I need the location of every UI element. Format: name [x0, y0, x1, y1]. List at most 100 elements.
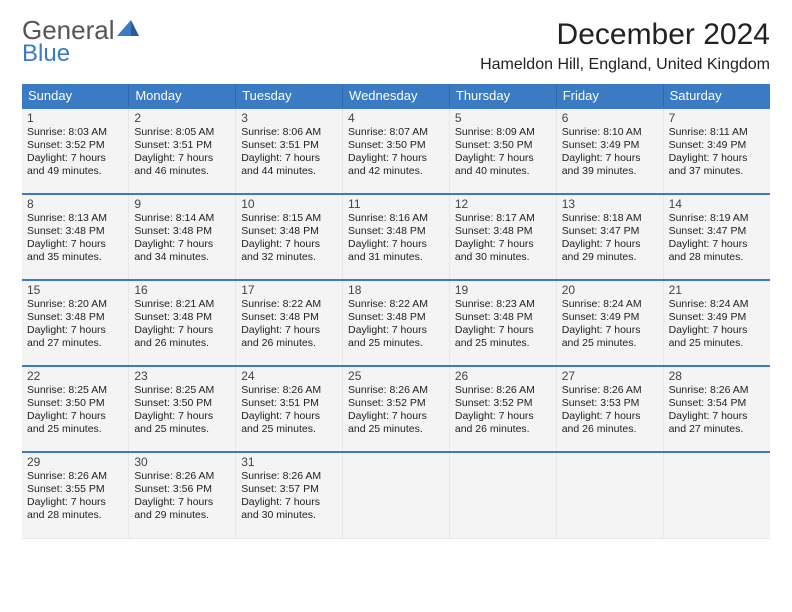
sunset-line: Sunset: 3:52 PM: [27, 139, 123, 152]
daylight-line: Daylight: 7 hours: [241, 410, 337, 423]
daylight-line: Daylight: 7 hours: [241, 152, 337, 165]
day-number: 24: [241, 369, 337, 383]
calendar-cell: 24Sunrise: 8:26 AMSunset: 3:51 PMDayligh…: [236, 366, 343, 452]
calendar-cell: 14Sunrise: 8:19 AMSunset: 3:47 PMDayligh…: [663, 194, 770, 280]
day-header: Wednesday: [343, 84, 450, 108]
day-number: 4: [348, 111, 444, 125]
sunrise-line: Sunrise: 8:17 AM: [455, 212, 551, 225]
sunset-line: Sunset: 3:48 PM: [134, 311, 230, 324]
day-number: 18: [348, 283, 444, 297]
sunset-line: Sunset: 3:48 PM: [455, 311, 551, 324]
calendar-cell: 1Sunrise: 8:03 AMSunset: 3:52 PMDaylight…: [22, 108, 129, 194]
calendar-cell: 29Sunrise: 8:26 AMSunset: 3:55 PMDayligh…: [22, 452, 129, 538]
sunset-line: Sunset: 3:50 PM: [348, 139, 444, 152]
calendar-cell: 15Sunrise: 8:20 AMSunset: 3:48 PMDayligh…: [22, 280, 129, 366]
daylight-line: and 26 minutes.: [134, 337, 230, 350]
day-number: 8: [27, 197, 123, 211]
sunset-line: Sunset: 3:49 PM: [669, 311, 765, 324]
daylight-line: and 49 minutes.: [27, 165, 123, 178]
day-number: 28: [669, 369, 765, 383]
sunrise-line: Sunrise: 8:26 AM: [27, 470, 123, 483]
sunrise-line: Sunrise: 8:19 AM: [669, 212, 765, 225]
daylight-line: Daylight: 7 hours: [134, 410, 230, 423]
calendar-cell: 21Sunrise: 8:24 AMSunset: 3:49 PMDayligh…: [663, 280, 770, 366]
day-number: 26: [455, 369, 551, 383]
logo: General Blue: [22, 18, 139, 65]
calendar-cell: 17Sunrise: 8:22 AMSunset: 3:48 PMDayligh…: [236, 280, 343, 366]
calendar-cell-empty: [449, 452, 556, 538]
sunrise-line: Sunrise: 8:26 AM: [669, 384, 765, 397]
calendar-cell-empty: [663, 452, 770, 538]
daylight-line: Daylight: 7 hours: [455, 238, 551, 251]
day-number: 3: [241, 111, 337, 125]
daylight-line: and 26 minutes.: [455, 423, 551, 436]
sunset-line: Sunset: 3:52 PM: [455, 397, 551, 410]
day-number: 9: [134, 197, 230, 211]
sunrise-line: Sunrise: 8:26 AM: [134, 470, 230, 483]
calendar-table: SundayMondayTuesdayWednesdayThursdayFrid…: [22, 84, 770, 539]
day-number: 22: [27, 369, 123, 383]
month-title: December 2024: [480, 18, 770, 52]
day-number: 7: [669, 111, 765, 125]
day-number: 19: [455, 283, 551, 297]
day-number: 11: [348, 197, 444, 211]
day-number: 29: [27, 455, 123, 469]
sunrise-line: Sunrise: 8:22 AM: [241, 298, 337, 311]
sunset-line: Sunset: 3:48 PM: [27, 311, 123, 324]
daylight-line: Daylight: 7 hours: [348, 410, 444, 423]
sunset-line: Sunset: 3:48 PM: [134, 225, 230, 238]
day-number: 12: [455, 197, 551, 211]
sunrise-line: Sunrise: 8:13 AM: [27, 212, 123, 225]
sunset-line: Sunset: 3:48 PM: [241, 225, 337, 238]
sunrise-line: Sunrise: 8:14 AM: [134, 212, 230, 225]
daylight-line: and 25 minutes.: [562, 337, 658, 350]
sunrise-line: Sunrise: 8:18 AM: [562, 212, 658, 225]
sunrise-line: Sunrise: 8:15 AM: [241, 212, 337, 225]
daylight-line: Daylight: 7 hours: [669, 238, 765, 251]
sunrise-line: Sunrise: 8:07 AM: [348, 126, 444, 139]
daylight-line: and 46 minutes.: [134, 165, 230, 178]
sunrise-line: Sunrise: 8:11 AM: [669, 126, 765, 139]
calendar-row: 29Sunrise: 8:26 AMSunset: 3:55 PMDayligh…: [22, 452, 770, 538]
calendar-cell: 19Sunrise: 8:23 AMSunset: 3:48 PMDayligh…: [449, 280, 556, 366]
sunrise-line: Sunrise: 8:22 AM: [348, 298, 444, 311]
day-number: 5: [455, 111, 551, 125]
logo-word-blue: Blue: [22, 40, 70, 67]
day-number: 23: [134, 369, 230, 383]
calendar-cell: 2Sunrise: 8:05 AMSunset: 3:51 PMDaylight…: [129, 108, 236, 194]
sunrise-line: Sunrise: 8:26 AM: [241, 470, 337, 483]
sunrise-line: Sunrise: 8:25 AM: [134, 384, 230, 397]
logo-text: General Blue: [22, 18, 115, 65]
location: Hameldon Hill, England, United Kingdom: [480, 56, 770, 74]
calendar-cell: 5Sunrise: 8:09 AMSunset: 3:50 PMDaylight…: [449, 108, 556, 194]
daylight-line: and 30 minutes.: [455, 251, 551, 264]
daylight-line: and 25 minutes.: [455, 337, 551, 350]
sunrise-line: Sunrise: 8:06 AM: [241, 126, 337, 139]
daylight-line: and 35 minutes.: [27, 251, 123, 264]
sunset-line: Sunset: 3:50 PM: [455, 139, 551, 152]
day-number: 6: [562, 111, 658, 125]
daylight-line: Daylight: 7 hours: [348, 324, 444, 337]
daylight-line: Daylight: 7 hours: [562, 238, 658, 251]
calendar-cell: 27Sunrise: 8:26 AMSunset: 3:53 PMDayligh…: [556, 366, 663, 452]
sunrise-line: Sunrise: 8:24 AM: [669, 298, 765, 311]
day-number: 17: [241, 283, 337, 297]
daylight-line: and 28 minutes.: [27, 509, 123, 522]
daylight-line: and 27 minutes.: [27, 337, 123, 350]
daylight-line: Daylight: 7 hours: [27, 238, 123, 251]
daylight-line: and 25 minutes.: [669, 337, 765, 350]
sunrise-line: Sunrise: 8:16 AM: [348, 212, 444, 225]
day-header: Sunday: [22, 84, 129, 108]
day-number: 21: [669, 283, 765, 297]
calendar-cell-empty: [343, 452, 450, 538]
daylight-line: Daylight: 7 hours: [455, 324, 551, 337]
daylight-line: Daylight: 7 hours: [241, 496, 337, 509]
day-number: 15: [27, 283, 123, 297]
day-header: Friday: [556, 84, 663, 108]
sunrise-line: Sunrise: 8:10 AM: [562, 126, 658, 139]
day-number: 20: [562, 283, 658, 297]
calendar-cell: 3Sunrise: 8:06 AMSunset: 3:51 PMDaylight…: [236, 108, 343, 194]
daylight-line: Daylight: 7 hours: [27, 152, 123, 165]
daylight-line: Daylight: 7 hours: [241, 238, 337, 251]
sunrise-line: Sunrise: 8:26 AM: [348, 384, 444, 397]
